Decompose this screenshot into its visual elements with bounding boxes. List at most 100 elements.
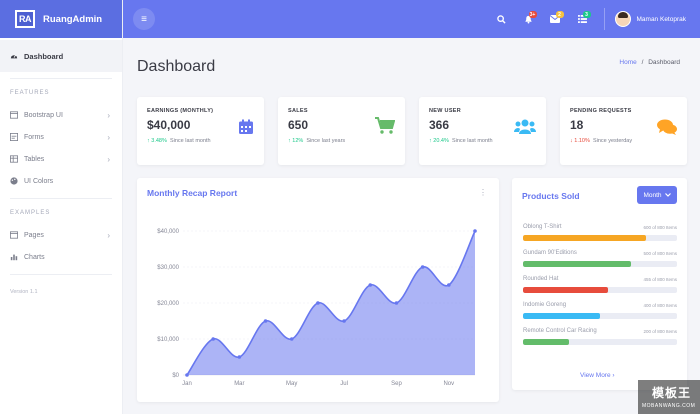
product-item: Remote Control Car Racing 200 of 800 Ite…: [523, 328, 677, 350]
chevron-down-icon: [664, 193, 671, 197]
stat-since: Since yesterday: [592, 138, 633, 144]
stat-footer: ↑ 12% Since last years: [288, 137, 398, 146]
month-filter-button[interactable]: Month: [637, 186, 677, 204]
tasks-button[interactable]: 3: [569, 0, 596, 38]
product-name: Remote Control Car Racing: [523, 328, 597, 334]
breadcrumb: Home / Dashboard: [619, 59, 680, 66]
window-icon: [10, 111, 18, 119]
x-tick-label: Nov: [443, 381, 454, 387]
area-chart: $0 $10,000 $20,000 $30,000 $40,000 Jan Mar May J…: [157, 229, 477, 387]
sidebar-divider: [10, 198, 112, 199]
x-tick-label: Jan: [182, 381, 192, 387]
progress-bar: [523, 287, 677, 293]
stat-card-earnings: Earnings (Monthly) $40,000 ↑ 3.48% Since…: [137, 97, 264, 165]
recap-title: Monthly Recap Report: [147, 188, 238, 198]
stat-footer: ↑ 20.4% Since last month: [429, 137, 539, 146]
stat-change-up: ↑ 3.48%: [147, 138, 167, 144]
data-point: [368, 283, 373, 287]
stat-footer: ↑ 3.48% Since last month: [147, 137, 227, 146]
product-name: Rounded Hat: [523, 276, 559, 282]
chevron-right-icon: ›: [612, 372, 615, 379]
cart-icon: [375, 117, 395, 134]
progress-bar: [523, 235, 677, 241]
hamburger-icon[interactable]: ≡: [133, 8, 155, 30]
products-title: Products Sold: [522, 191, 580, 201]
y-tick-label: $20,000: [157, 301, 179, 307]
avatar: [614, 11, 631, 27]
messages-badge: 2: [555, 11, 564, 18]
progress-bar: [523, 313, 677, 319]
user-name: Maman Ketoprak: [636, 15, 687, 23]
data-point: [473, 229, 477, 233]
progress-fill: [523, 235, 647, 241]
kebab-icon[interactable]: ⋮: [479, 188, 487, 197]
brand[interactable]: RA RuangAdmin: [0, 0, 122, 38]
stat-card-sales: Sales 650 ↑ 12% Since last years: [278, 97, 405, 165]
data-point: [185, 373, 189, 377]
product-count: 455 of 800 Items: [643, 277, 677, 282]
data-point: [394, 301, 399, 305]
month-filter-label: Month: [643, 191, 662, 199]
messages-button[interactable]: 2: [542, 0, 569, 38]
table-icon: [10, 155, 18, 163]
products-card: Products Sold Month Oblong T-Shirt 600 o…: [512, 178, 687, 390]
sidebar-item-dashboard[interactable]: Dashboard: [0, 40, 122, 72]
stat-value: 18: [570, 118, 584, 132]
chevron-right-icon: ›: [107, 110, 110, 120]
sidebar-item-bootstrap-ui[interactable]: Bootstrap UI ›: [0, 104, 122, 126]
data-point: [447, 283, 451, 287]
product-item: Oblong T-Shirt 600 of 800 Items: [523, 224, 677, 246]
stat-change-down: ↓ 1.10%: [570, 138, 590, 144]
sidebar-item-forms[interactable]: Forms ›: [0, 126, 122, 148]
series-line: [186, 230, 476, 376]
stat-title: Earnings (Monthly): [147, 108, 214, 114]
topbar-icons: 3+ 2 3 Maman Ketoprak: [488, 0, 700, 38]
stat-title: Sales: [288, 108, 308, 114]
product-item: Indomie Goreng 400 of 800 Items: [523, 302, 677, 324]
sidebar-item-label: Tables: [24, 155, 45, 163]
y-tick-label: $0: [172, 373, 179, 379]
product-name: Oblong T-Shirt: [523, 224, 562, 230]
product-name: Gundam 90'Editions: [523, 250, 577, 256]
series-area: [187, 231, 475, 375]
progress-bar: [523, 339, 677, 345]
page-icon: [10, 231, 18, 239]
stat-title: New User: [429, 108, 462, 114]
x-tick-label: Mar: [234, 381, 244, 387]
recap-card: Monthly Recap Report ⋮ $0 $10,000 $20,000 $…: [137, 178, 499, 402]
users-icon: [514, 119, 536, 134]
form-icon: [10, 133, 18, 141]
sidebar-item-label: Bootstrap UI: [24, 111, 63, 119]
comments-icon: [657, 119, 677, 135]
sidebar-item-ui-colors[interactable]: UI Colors: [0, 170, 122, 192]
search-icon: [496, 14, 506, 24]
chevron-right-icon: ›: [107, 154, 110, 164]
sidebar-item-charts[interactable]: Charts: [0, 246, 122, 268]
chart-icon: [10, 254, 18, 261]
progress-fill: [523, 287, 608, 293]
product-name: Indomie Goreng: [523, 302, 567, 308]
sidebar-item-pages[interactable]: Pages ›: [0, 224, 122, 246]
alerts-button[interactable]: 3+: [515, 0, 542, 38]
y-tick-label: $30,000: [157, 265, 179, 271]
stat-value: 650: [288, 118, 309, 132]
chevron-right-icon: ›: [107, 230, 110, 240]
view-more-link[interactable]: View More ›: [580, 372, 615, 379]
sidebar-item-tables[interactable]: Tables ›: [0, 148, 122, 170]
watermark: 模板王 MOBANWANG.COM: [638, 380, 700, 414]
stat-since: Since last month: [451, 138, 493, 144]
stat-footer: ↓ 1.10% Since yesterday: [570, 137, 680, 146]
search-button[interactable]: [488, 0, 515, 38]
user-menu[interactable]: Maman Ketoprak: [614, 11, 700, 27]
watermark-title: 模板王: [652, 386, 692, 400]
breadcrumb-home[interactable]: Home: [619, 59, 637, 66]
product-item: Gundam 90'Editions 500 of 800 Items: [523, 250, 677, 272]
data-point: [342, 319, 346, 323]
tasks-badge: 3: [582, 11, 591, 18]
calendar-icon: [239, 119, 253, 134]
stat-card-pending-requests: Pending Requests 18 ↓ 1.10% Since yester…: [560, 97, 687, 165]
product-item: Rounded Hat 455 of 800 Items: [523, 276, 677, 298]
y-tick-label: $10,000: [157, 337, 179, 343]
page-title: Dashboard: [137, 58, 216, 75]
product-count: 200 of 800 Items: [643, 329, 677, 334]
